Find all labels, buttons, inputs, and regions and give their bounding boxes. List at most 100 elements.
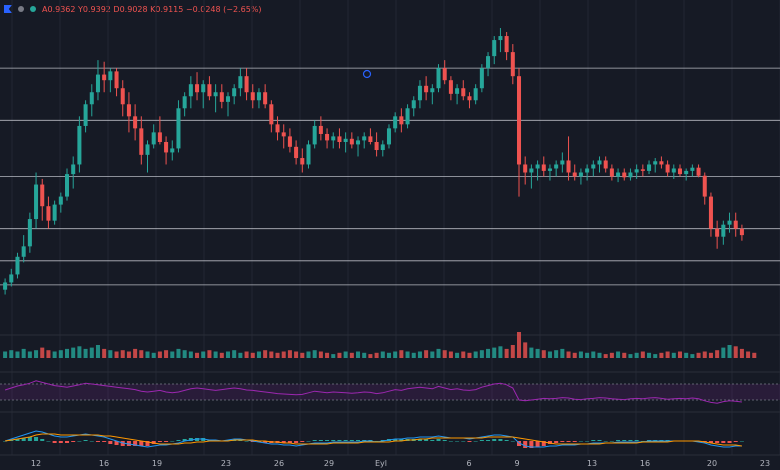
volume-bar xyxy=(560,348,565,358)
candle-body xyxy=(275,124,280,133)
volume-bar xyxy=(52,351,57,358)
candle-body xyxy=(541,164,546,171)
candle-body xyxy=(393,116,398,129)
candle-body xyxy=(108,71,113,81)
volume-bar xyxy=(671,352,676,358)
volume-bar xyxy=(40,347,45,358)
candle-body xyxy=(201,84,206,93)
macd-histogram-bar xyxy=(467,441,472,442)
volume-bar xyxy=(473,351,478,358)
volume-bar xyxy=(83,348,88,358)
volume-bar xyxy=(27,351,32,358)
candle-body xyxy=(325,133,330,141)
x-tick-label: Eyl xyxy=(375,459,387,468)
candle-body xyxy=(114,71,119,89)
candle-body xyxy=(331,136,336,141)
macd-histogram-bar xyxy=(294,441,299,443)
candle-body xyxy=(306,144,311,165)
volume-bar xyxy=(188,351,193,358)
volume-bar xyxy=(244,351,249,358)
volume-bar xyxy=(362,352,367,358)
x-tick-label: 23 xyxy=(221,459,231,468)
volume-bar xyxy=(275,352,280,358)
volume-bar xyxy=(34,350,39,358)
volume-bar xyxy=(256,351,261,358)
volume-bar xyxy=(65,348,70,358)
volume-bar xyxy=(677,351,682,358)
volume-bar xyxy=(343,351,348,358)
macd-histogram-bar xyxy=(182,439,187,441)
volume-bar xyxy=(516,332,522,358)
macd-histogram-bar xyxy=(65,441,70,443)
volume-bar xyxy=(572,352,577,358)
macd-histogram-bar xyxy=(312,440,317,441)
volume-bar xyxy=(207,350,212,358)
volume-bar xyxy=(164,350,169,358)
macd-histogram-bar xyxy=(52,441,57,443)
candle-body xyxy=(77,125,82,165)
macd-histogram-bar xyxy=(325,440,330,441)
volume-bar xyxy=(145,351,150,358)
macd-histogram-bar xyxy=(739,441,744,442)
volume-bar xyxy=(535,348,540,358)
candle-body xyxy=(281,132,286,137)
visibility-icon[interactable] xyxy=(18,6,24,12)
macd-histogram-bar xyxy=(71,441,76,442)
candle-body xyxy=(467,96,472,101)
macd-histogram-bar xyxy=(145,441,150,446)
candle-body xyxy=(547,168,552,171)
candle-body xyxy=(461,88,466,97)
volume-bar xyxy=(684,352,689,358)
candle-body xyxy=(647,164,652,171)
candle-body xyxy=(9,274,14,283)
macd-histogram-bar xyxy=(436,439,441,441)
volume-bar xyxy=(628,354,633,358)
drawing-anchor-handle[interactable] xyxy=(362,69,372,79)
candle-body xyxy=(399,116,404,125)
volume-bar xyxy=(733,346,738,358)
candle-body xyxy=(164,142,169,153)
volume-bar xyxy=(746,351,751,358)
volume-bar xyxy=(529,347,534,358)
volume-bar xyxy=(510,345,515,358)
candle-body xyxy=(133,116,138,129)
macd-histogram-bar xyxy=(374,441,379,442)
volume-bar xyxy=(739,348,744,358)
macd-histogram-bar xyxy=(331,440,336,441)
candle-body xyxy=(349,138,354,145)
candle-body xyxy=(492,40,497,57)
volume-bar xyxy=(250,352,255,358)
volume-bar xyxy=(201,351,206,358)
macd-histogram-bar xyxy=(114,441,119,445)
macd-histogram-bar xyxy=(628,440,633,441)
candle-body xyxy=(238,76,243,89)
volume-bar xyxy=(312,350,317,358)
macd-histogram-bar xyxy=(442,440,447,441)
x-tick-label: 26 xyxy=(274,459,284,468)
candle-body xyxy=(380,144,385,151)
volume-bar xyxy=(102,348,107,358)
horizontal-levels[interactable] xyxy=(0,67,780,286)
x-tick-label: 6 xyxy=(466,459,471,468)
volume-bar xyxy=(647,352,652,358)
candle-body xyxy=(219,92,224,102)
candle-body xyxy=(139,128,144,155)
macd-histogram-bar xyxy=(554,441,559,443)
macd-histogram-bar xyxy=(108,441,113,444)
volume-bar xyxy=(15,351,20,358)
macd-histogram-bar xyxy=(541,441,546,446)
volume-bar xyxy=(331,354,336,358)
candle-body xyxy=(442,68,447,81)
volume-bar xyxy=(170,351,175,358)
flag-icon[interactable] xyxy=(4,5,12,13)
volume-bar xyxy=(294,351,299,358)
candle-body xyxy=(665,164,670,173)
macd-histogram-bar xyxy=(461,441,466,442)
macd-histogram-bar xyxy=(164,441,169,442)
macd-histogram-bar xyxy=(622,440,627,441)
candle-body xyxy=(362,136,367,141)
candle-body xyxy=(684,170,689,175)
rsi-pane xyxy=(0,380,780,404)
volume-bar xyxy=(566,351,571,358)
